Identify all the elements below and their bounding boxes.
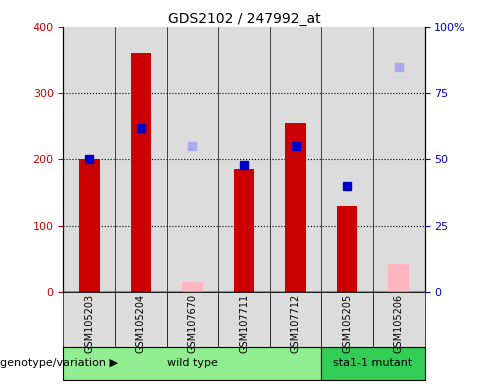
Bar (270, 27, 322, 292)
Bar (322, 292, 373, 347)
Bar (388, 264, 409, 292)
Bar (234, 169, 254, 292)
Bar (182, 282, 203, 292)
Text: GSM107670: GSM107670 (187, 294, 198, 353)
Text: GSM105205: GSM105205 (342, 294, 352, 353)
Title: GDS2102 / 247992_at: GDS2102 / 247992_at (168, 12, 320, 26)
Text: sta1-1 mutant: sta1-1 mutant (333, 358, 412, 368)
Text: genotype/variation ▶: genotype/variation ▶ (0, 358, 118, 368)
Text: GSM107711: GSM107711 (239, 294, 249, 353)
Text: wild type: wild type (167, 358, 218, 368)
Bar (373, 292, 425, 347)
Bar (373, 27, 425, 292)
Bar (322, 27, 373, 292)
Bar (63, 347, 322, 380)
Text: GSM105203: GSM105203 (84, 294, 94, 353)
Bar (166, 292, 218, 347)
Bar (285, 123, 306, 292)
Text: GSM105206: GSM105206 (394, 294, 404, 353)
Text: GSM105204: GSM105204 (136, 294, 146, 353)
Bar (166, 27, 218, 292)
Bar (130, 53, 151, 292)
Bar (218, 27, 270, 292)
Bar (79, 159, 100, 292)
Bar (218, 292, 270, 347)
Bar (270, 292, 322, 347)
Bar (63, 292, 115, 347)
Bar (337, 206, 358, 292)
Bar (322, 347, 425, 380)
Bar (115, 27, 166, 292)
Text: GSM107712: GSM107712 (290, 294, 301, 353)
Bar (115, 292, 166, 347)
Bar (63, 27, 115, 292)
